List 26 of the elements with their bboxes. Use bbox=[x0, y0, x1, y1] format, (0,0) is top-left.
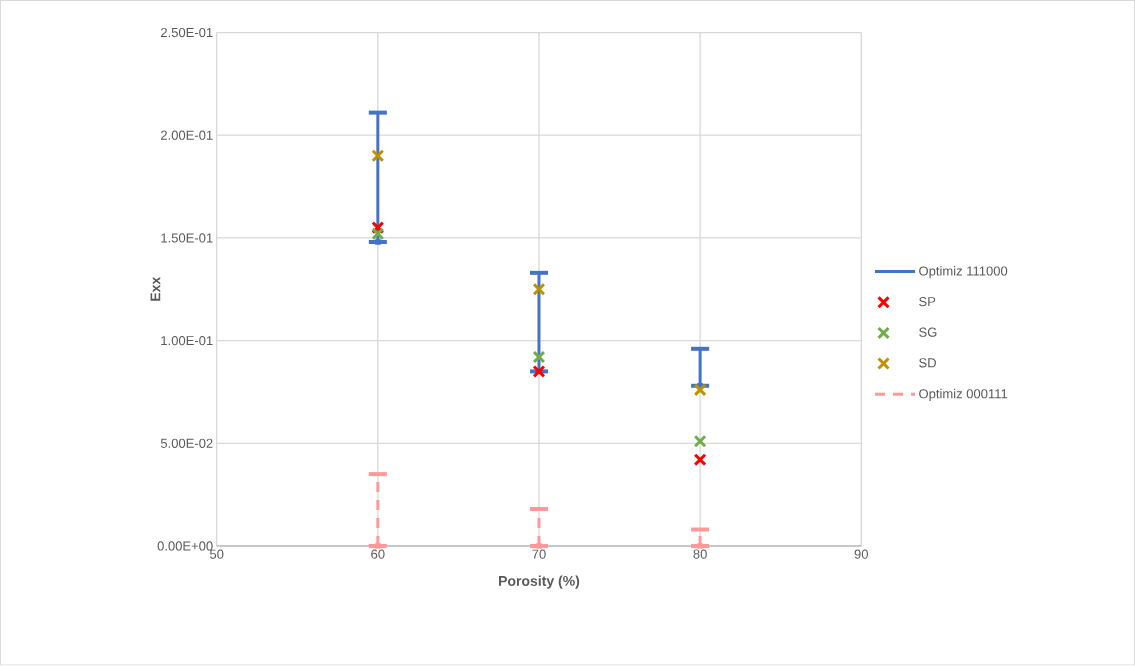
y-tick-label: 2.00E-01 bbox=[161, 130, 213, 141]
point bbox=[532, 350, 546, 364]
y-tick-label: 1.50E-01 bbox=[161, 233, 213, 243]
y-tick-label: 1.00E-01 bbox=[161, 336, 213, 346]
legend-label: SP bbox=[919, 297, 936, 307]
legend-label: SG bbox=[919, 327, 937, 338]
x-axis-title: Porosity (%) bbox=[499, 575, 580, 589]
y-tick-label: 0.00E+00 bbox=[157, 541, 213, 551]
legend-label: SD bbox=[919, 358, 936, 368]
point bbox=[371, 149, 385, 163]
point bbox=[693, 434, 707, 448]
x-tick-label: 60 bbox=[371, 549, 385, 559]
x-tick-label: 50 bbox=[209, 549, 224, 559]
x-tick-label: 80 bbox=[693, 549, 707, 559]
legend-label: Optimiz 111000 bbox=[919, 266, 1008, 279]
x-tick-label: 90 bbox=[854, 549, 868, 559]
point bbox=[532, 365, 546, 379]
point bbox=[532, 283, 546, 296]
x-tick-label: 70 bbox=[532, 549, 546, 559]
point bbox=[371, 227, 385, 241]
point bbox=[693, 383, 707, 397]
y-tick-label: 2.50E-01 bbox=[161, 28, 213, 38]
legend-label: Optimiz 000111 bbox=[919, 389, 1008, 402]
y-tick-label: 5.00E-02 bbox=[160, 438, 213, 449]
y-axis-title: Exx bbox=[150, 277, 161, 301]
point bbox=[693, 453, 707, 467]
